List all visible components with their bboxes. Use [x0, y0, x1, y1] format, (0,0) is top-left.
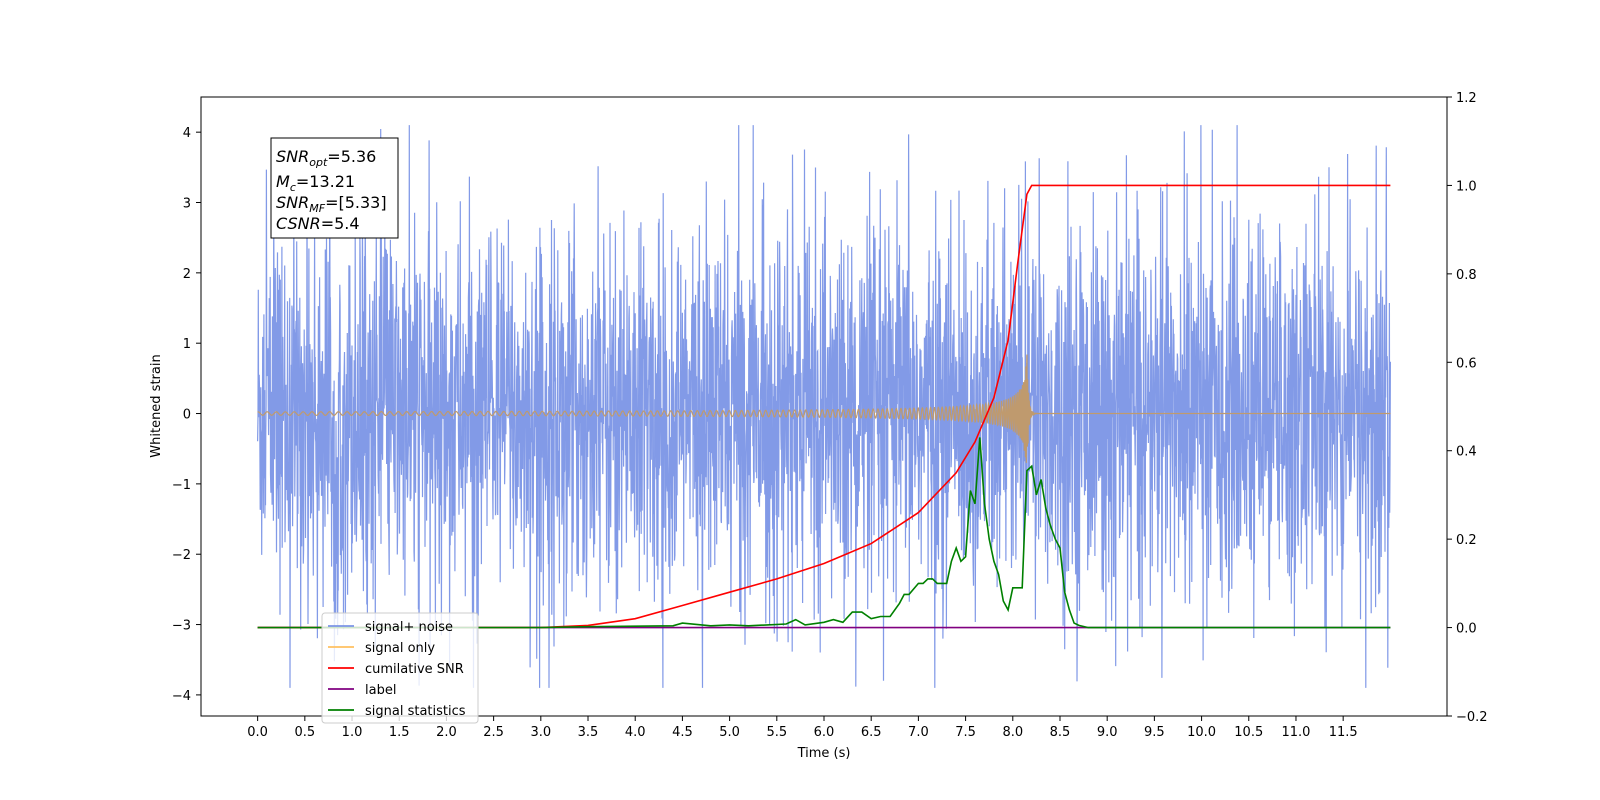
- annotation-snr-mf: SNRMF=[5.33]: [276, 193, 387, 215]
- x-tick-label: 11.0: [1281, 725, 1310, 740]
- y2-tick-label: 0.6: [1456, 356, 1477, 371]
- legend-frame: [321, 612, 479, 724]
- y-tick-label: 3: [183, 197, 191, 212]
- y-tick-label: 4: [183, 126, 191, 141]
- y2-tick-label: 1.0: [1456, 179, 1477, 194]
- y-tick-label: −1: [172, 478, 191, 493]
- y-tick-label: 2: [183, 267, 191, 282]
- x-axis-ticks: 0.0 0.5 1.0 1.5 2.0 2.5 3.0 3.5 4.0 4.5 5.0 5.5 6.0 6…: [247, 716, 1358, 740]
- annotation-frame: [270, 137, 399, 239]
- legend-signal-noise-text: signal+ noise: [365, 620, 453, 635]
- signal-noise-series: [257, 125, 1392, 688]
- x-tick-label: 7.5: [955, 725, 976, 740]
- y-tick-label: 1: [183, 337, 191, 352]
- x-tick-label: 10.5: [1234, 725, 1263, 740]
- y-tick-label: −4: [172, 689, 191, 704]
- x-tick-label: 6.5: [861, 725, 882, 740]
- y2-tick-label: 0.0: [1456, 622, 1477, 637]
- x-tick-label: 8.5: [1050, 725, 1071, 740]
- x-tick-label: 1.0: [342, 725, 363, 740]
- x-tick-label: 1.5: [389, 725, 410, 740]
- y2-axis-ticks: 1.2 1.0 0.8 0.6 0.4 0.2 0.0 −0.2: [1447, 91, 1488, 725]
- legend-signal-only-text: signal only: [365, 641, 435, 656]
- y2-tick-label: 0.2: [1456, 533, 1477, 548]
- annotation-snr-opt: SNRopt=5.36: [276, 147, 376, 169]
- x-tick-label: 7.0: [908, 725, 929, 740]
- cumulative-snr-line: [257, 184, 1391, 629]
- signal-only-series: [257, 354, 1391, 463]
- x-tick-label: 9.0: [1097, 725, 1118, 740]
- x-tick-label: 8.0: [1002, 725, 1023, 740]
- annotation-mc: Mc=13.21: [276, 172, 355, 194]
- x-tick-label: 0.0: [247, 725, 268, 740]
- x-tick-label: 3.5: [578, 725, 599, 740]
- legend-cumulative-snr-text: cumilative SNR: [365, 662, 464, 677]
- annotation-csnr: CSNR=5.4: [276, 214, 360, 233]
- y-tick-label: −3: [172, 619, 191, 634]
- y2-tick-label: 0.4: [1456, 445, 1477, 460]
- signal-only-line: [257, 354, 1391, 463]
- y-axis-label: Whitened strain: [149, 354, 164, 457]
- x-tick-label: 2.5: [483, 725, 504, 740]
- x-tick-label: 11.5: [1329, 725, 1358, 740]
- x-tick-label: 2.0: [436, 725, 457, 740]
- signal-noise-line: [257, 125, 1392, 688]
- y2-tick-label: 0.8: [1456, 268, 1477, 283]
- x-tick-label: 6.0: [814, 725, 835, 740]
- y-axis-ticks: 4 3 2 1 0 −1 −2 −3 −4: [172, 126, 201, 704]
- y-tick-label: −2: [172, 548, 191, 563]
- x-tick-label: 5.5: [766, 725, 787, 740]
- x-tick-label: 5.0: [719, 725, 740, 740]
- legend-signal-statistics-text: signal statistics: [365, 704, 466, 719]
- x-tick-label: 4.5: [672, 725, 693, 740]
- signal-statistics-line: [257, 437, 1391, 629]
- x-tick-label: 10.0: [1187, 725, 1216, 740]
- x-tick-label: 3.0: [530, 725, 551, 740]
- y2-tick-label: −0.2: [1456, 710, 1488, 725]
- x-tick-label: 9.5: [1144, 725, 1165, 740]
- x-tick-label: 4.0: [625, 725, 646, 740]
- legend: signal+ noise signal only cumilative SNR la…: [321, 612, 479, 724]
- y-tick-label: 0: [183, 408, 191, 423]
- x-axis-label: Time (s): [797, 746, 851, 761]
- y2-tick-label: 1.2: [1456, 91, 1477, 106]
- x-tick-label: 0.5: [294, 725, 315, 740]
- legend-label-text: label: [365, 683, 396, 698]
- annotation-box: SNRopt=5.36 Mc=13.21 SNRMF=[5.33] CSNR=5…: [270, 137, 399, 239]
